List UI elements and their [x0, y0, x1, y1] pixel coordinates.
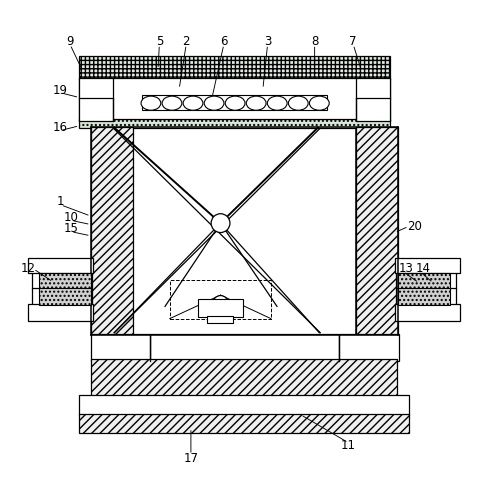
Bar	[133, 126, 356, 335]
Bar	[396, 271, 456, 289]
Text: 6: 6	[220, 34, 227, 48]
Bar	[32, 271, 92, 289]
Ellipse shape	[162, 96, 182, 110]
Text: 12: 12	[20, 262, 35, 275]
Text: 10: 10	[64, 211, 78, 224]
Text: 14: 14	[416, 262, 430, 275]
Text: 15: 15	[64, 222, 78, 235]
Circle shape	[213, 296, 228, 311]
Bar	[143, 95, 327, 110]
Ellipse shape	[310, 96, 329, 110]
Text: 3: 3	[264, 34, 271, 48]
Text: 16: 16	[53, 121, 68, 134]
Bar	[27, 258, 93, 273]
Text: 8: 8	[311, 34, 318, 48]
Text: 13: 13	[398, 262, 413, 275]
Bar	[356, 126, 398, 335]
Ellipse shape	[268, 96, 287, 110]
Bar	[150, 334, 339, 361]
Bar	[207, 316, 233, 323]
Bar	[27, 304, 93, 321]
Bar	[79, 414, 409, 433]
Ellipse shape	[141, 96, 161, 110]
Bar	[394, 258, 460, 273]
Bar	[79, 56, 390, 79]
Text: 1: 1	[57, 195, 64, 209]
Bar	[39, 288, 91, 304]
Bar	[356, 78, 390, 121]
Text: 9: 9	[66, 34, 74, 48]
Bar	[339, 334, 399, 361]
Ellipse shape	[183, 96, 203, 110]
Bar	[79, 395, 409, 414]
Bar	[398, 272, 450, 289]
Bar	[79, 78, 390, 121]
Bar	[396, 287, 456, 305]
Ellipse shape	[246, 96, 266, 110]
Bar	[79, 78, 113, 121]
Text: 17: 17	[183, 452, 198, 465]
Text: 20: 20	[407, 220, 422, 233]
Ellipse shape	[289, 96, 308, 110]
Text: 19: 19	[53, 84, 68, 97]
Bar	[91, 334, 150, 361]
Text: 5: 5	[156, 34, 163, 48]
Bar	[394, 304, 460, 321]
Text: 11: 11	[341, 439, 356, 452]
Bar	[79, 119, 390, 127]
Bar	[170, 280, 271, 319]
Ellipse shape	[225, 96, 245, 110]
Text: 7: 7	[349, 34, 357, 48]
Bar	[198, 299, 243, 317]
Bar	[32, 287, 92, 305]
Ellipse shape	[204, 96, 224, 110]
Bar	[39, 272, 91, 289]
Circle shape	[211, 214, 230, 233]
Bar	[91, 359, 397, 396]
Bar	[398, 288, 450, 304]
Bar	[91, 126, 133, 335]
Text: 2: 2	[182, 34, 190, 48]
